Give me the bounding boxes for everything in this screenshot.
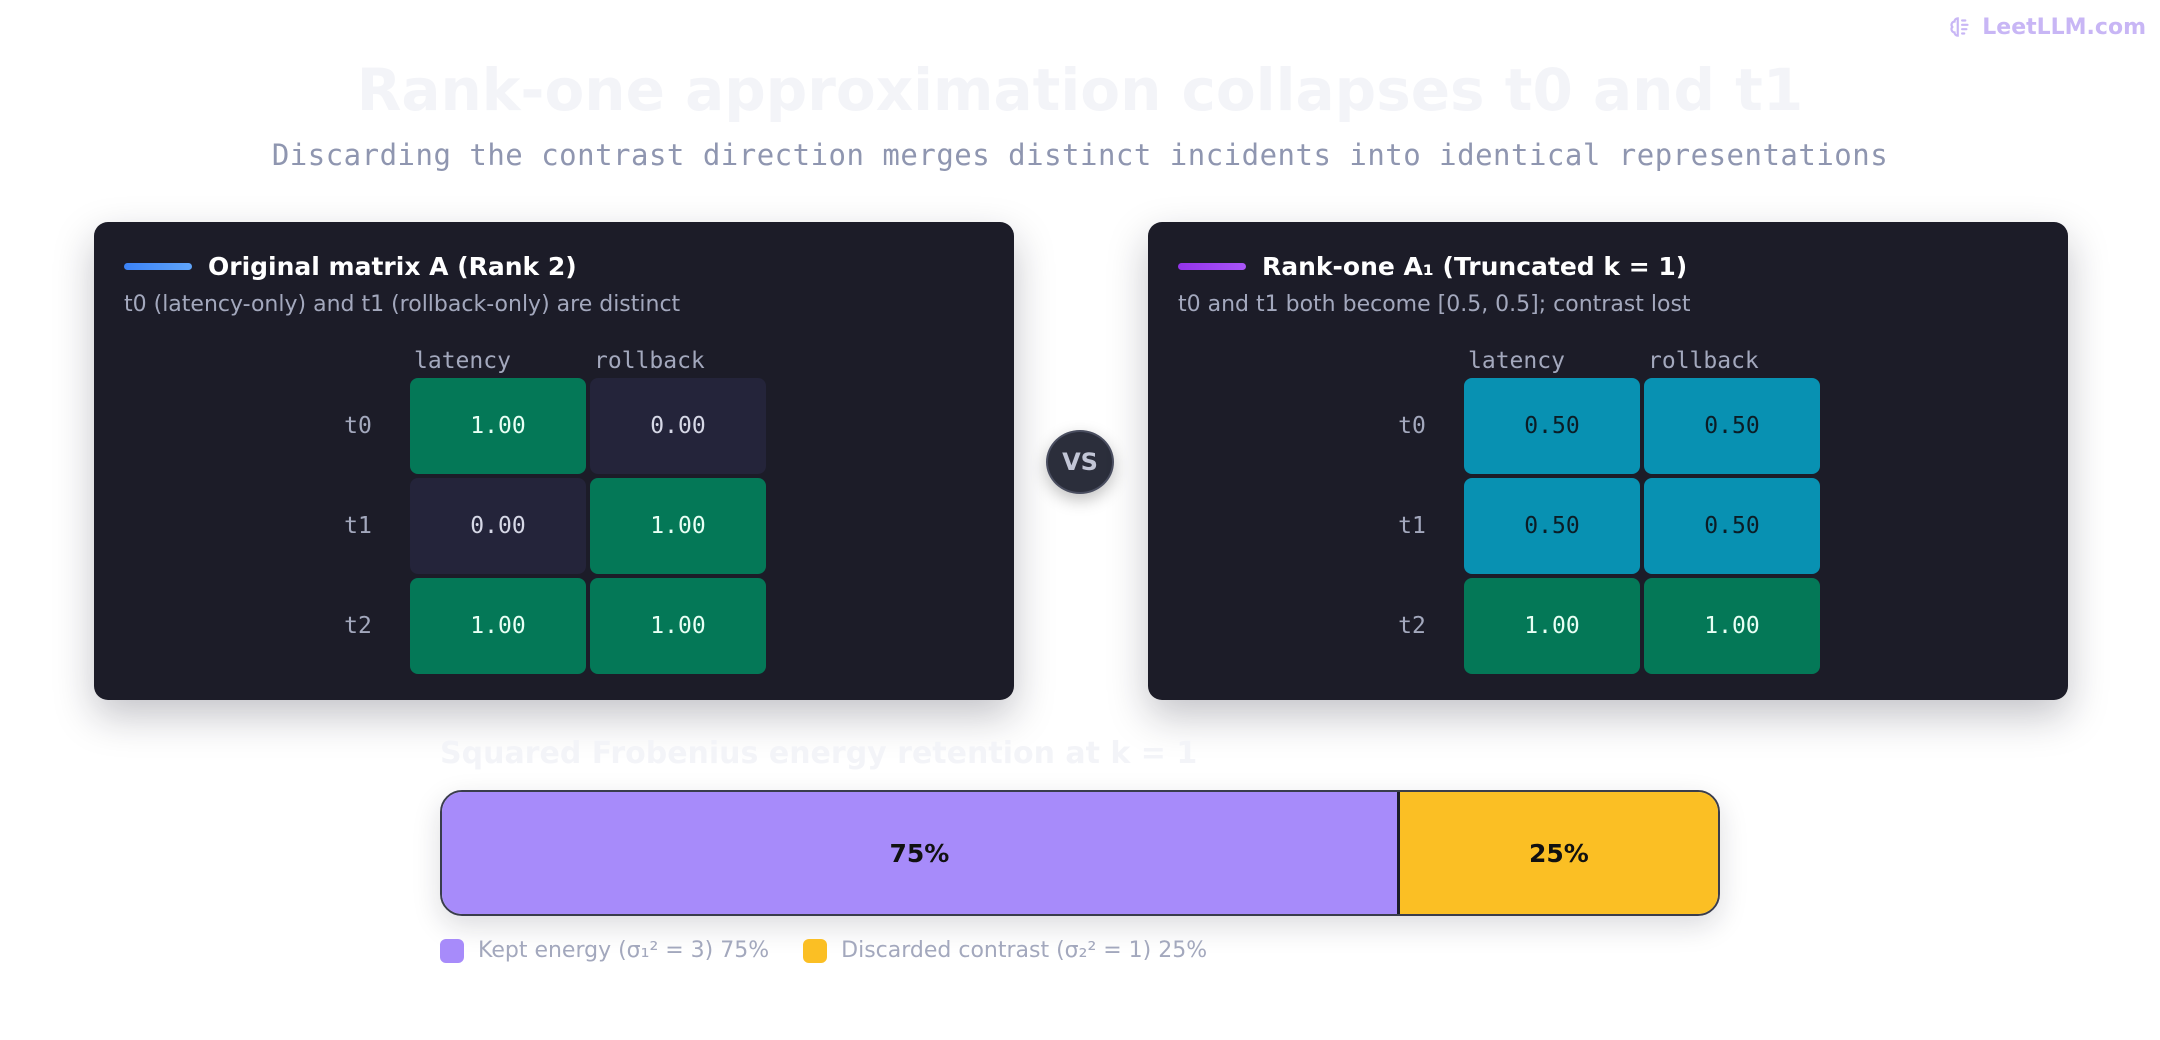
matrix-cell: 1.00 xyxy=(590,578,766,674)
matrix-cell: 0.50 xyxy=(1644,378,1820,474)
row-label-t1: t1 xyxy=(1398,513,1426,539)
vs-badge: VS xyxy=(1046,430,1114,494)
panel-title: Original matrix A (Rank 2) xyxy=(208,252,577,281)
discarded-contrast-segment: 25% xyxy=(1396,792,1718,914)
legend-item-discarded: Discarded contrast (σ₂² = 1) 25% xyxy=(803,938,1207,963)
grid-corner xyxy=(310,340,406,374)
legend-swatch xyxy=(440,938,464,963)
matrix-cell: 0.00 xyxy=(410,478,586,574)
legend-label: Discarded contrast (σ₂² = 1) 25% xyxy=(841,938,1208,963)
accent-bar xyxy=(124,263,192,270)
matrix-cell: 1.00 xyxy=(590,478,766,574)
row-label-t0: t0 xyxy=(344,413,372,439)
row-label-t2: t2 xyxy=(1398,613,1426,639)
matrix-grid: latency rollback t0 0.50 0.50 t1 0.50 0.… xyxy=(1364,340,1820,674)
row-label-t0: t0 xyxy=(1398,413,1426,439)
brand-name: LeetLLM.com xyxy=(1982,14,2146,40)
page-title: Rank-one approximation collapses t0 and … xyxy=(356,56,1804,124)
original-matrix-panel: Original matrix A (Rank 2) t0 (latency-o… xyxy=(94,222,1014,700)
matrix-cell: 1.00 xyxy=(410,578,586,674)
panel-header: Original matrix A (Rank 2) xyxy=(124,252,577,281)
matrix-cell: 1.00 xyxy=(1644,578,1820,674)
energy-legend: Kept energy (σ₁² = 3) 75% Discarded cont… xyxy=(440,938,1207,963)
column-header-latency: latency xyxy=(414,348,511,374)
matrix-cell: 1.00 xyxy=(1464,578,1640,674)
energy-bar: 75% 25% xyxy=(440,790,1720,916)
row-label-t2: t2 xyxy=(344,613,372,639)
column-header-rollback: rollback xyxy=(1648,348,1759,374)
matrix-cell: 0.00 xyxy=(590,378,766,474)
panel-subtitle: t0 and t1 both become [0.5, 0.5]; contra… xyxy=(1178,292,1691,317)
column-header-latency: latency xyxy=(1468,348,1565,374)
energy-title: Squared Frobenius energy retention at k … xyxy=(440,736,1198,771)
brain-icon xyxy=(1950,17,1969,37)
brand-logo[interactable]: LeetLLM.com xyxy=(1948,14,2146,40)
accent-bar xyxy=(1178,263,1246,270)
grid-corner xyxy=(1364,340,1460,374)
page-subtitle: Discarding the contrast direction merges… xyxy=(271,138,1889,172)
matrix-cell: 0.50 xyxy=(1464,378,1640,474)
matrix-cell: 0.50 xyxy=(1644,478,1820,574)
column-header-rollback: rollback xyxy=(594,348,705,374)
legend-item-kept: Kept energy (σ₁² = 3) 75% xyxy=(440,938,769,963)
matrix-cell: 1.00 xyxy=(410,378,586,474)
rank-one-matrix-panel: Rank-one A₁ (Truncated k = 1) t0 and t1 … xyxy=(1148,222,2068,700)
panel-header: Rank-one A₁ (Truncated k = 1) xyxy=(1178,252,1687,281)
legend-swatch xyxy=(803,938,828,963)
kept-energy-segment: 75% xyxy=(442,792,1397,914)
panel-title: Rank-one A₁ (Truncated k = 1) xyxy=(1262,252,1688,281)
row-label-t1: t1 xyxy=(344,513,372,539)
legend-label: Kept energy (σ₁² = 3) 75% xyxy=(478,938,770,963)
matrix-cell: 0.50 xyxy=(1464,478,1640,574)
matrix-grid: latency rollback t0 1.00 0.00 t1 0.00 1.… xyxy=(310,340,766,674)
panel-subtitle: t0 (latency-only) and t1 (rollback-only)… xyxy=(124,292,681,317)
